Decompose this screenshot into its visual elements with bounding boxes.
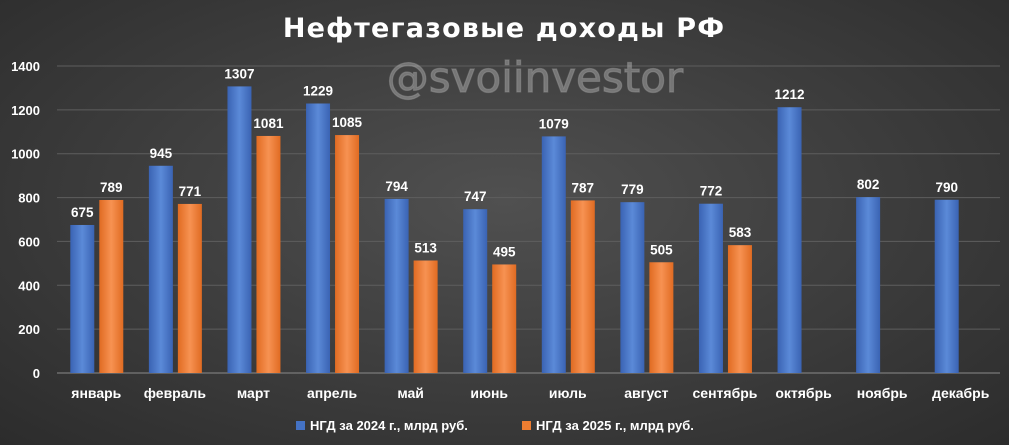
y-tick-label: 1000 — [11, 147, 40, 162]
data-label: 583 — [729, 225, 752, 240]
x-axis: январь февраль март апрель май июнь июль август… — [71, 385, 989, 401]
y-tick-label: 800 — [18, 191, 40, 206]
x-tick-label: август — [624, 385, 668, 401]
watermark: @svoiinvestor — [387, 53, 684, 102]
data-label: 747 — [464, 189, 487, 204]
legend-swatch — [522, 421, 531, 430]
bar-2024 — [70, 224, 95, 373]
legend-label: НГД за 2025 г., млрд руб. — [536, 418, 694, 433]
data-label: 495 — [493, 244, 516, 259]
x-tick-label: март — [237, 385, 270, 401]
data-label: 1085 — [332, 115, 363, 130]
bar-2025 — [413, 260, 438, 373]
bar-2025 — [99, 199, 124, 373]
bar-2024 — [541, 136, 566, 373]
data-label: 779 — [621, 182, 644, 197]
x-tick-label: июль — [549, 385, 587, 401]
data-label: 771 — [179, 184, 202, 199]
data-label: 794 — [385, 179, 408, 194]
legend-label: НГД за 2024 г., млрд руб. — [310, 418, 468, 433]
data-label: 790 — [935, 180, 958, 195]
data-label: 1229 — [303, 83, 333, 98]
bars — [70, 86, 959, 374]
bar-2024 — [777, 107, 802, 374]
bar-2025 — [492, 264, 517, 373]
data-label: 772 — [700, 184, 723, 199]
data-label: 675 — [71, 205, 94, 220]
x-tick-label: октябрь — [775, 385, 832, 401]
data-label: 513 — [414, 241, 437, 256]
data-labels: 675 789 945 771 1307 1081 1229 1085 794 513 747 495… — [71, 66, 958, 259]
data-label: 1307 — [224, 66, 254, 81]
bar-2024 — [620, 202, 645, 373]
x-tick-label: сентябрь — [693, 385, 758, 401]
bar-2024 — [384, 198, 409, 373]
grid — [57, 65, 1000, 374]
x-tick-label: ноябрь — [857, 385, 908, 401]
data-label: 1079 — [539, 116, 569, 131]
data-label: 1212 — [775, 87, 805, 102]
y-tick-label: 0 — [33, 366, 40, 381]
x-tick-label: февраль — [144, 385, 207, 401]
data-label: 789 — [100, 180, 123, 195]
x-tick-label: май — [397, 385, 424, 401]
bar-2024 — [227, 86, 252, 374]
bar-2025 — [177, 203, 202, 373]
bar-2024 — [856, 197, 881, 373]
x-tick-label: январь — [71, 385, 121, 401]
bar-2024 — [463, 209, 488, 373]
bar-2025 — [649, 262, 674, 373]
bar-2025 — [335, 135, 360, 373]
x-tick-label: апрель — [307, 385, 357, 401]
bar-2024 — [934, 199, 959, 373]
bar-2025 — [256, 135, 281, 373]
chart-title: Нефтегазовые доходы РФ — [283, 13, 725, 44]
data-label: 1081 — [253, 116, 284, 131]
x-tick-label: июнь — [470, 385, 508, 401]
data-label: 505 — [650, 242, 673, 257]
y-tick-label: 1200 — [11, 103, 40, 118]
data-label: 787 — [572, 180, 595, 195]
legend-swatch — [296, 421, 305, 430]
x-tick-label: декабрь — [932, 385, 990, 401]
bar-2024 — [148, 165, 173, 373]
y-axis: 0 200 400 600 800 1000 1200 1400 — [11, 59, 40, 381]
bar-2025 — [727, 245, 752, 373]
y-tick-label: 1400 — [11, 59, 40, 74]
y-tick-label: 400 — [18, 278, 40, 293]
legend: НГД за 2024 г., млрд руб. НГД за 2025 г.,… — [296, 418, 694, 433]
data-label: 945 — [150, 146, 173, 161]
bar-2024 — [306, 103, 331, 373]
data-label: 802 — [857, 177, 880, 192]
y-tick-label: 600 — [18, 234, 40, 249]
bar-2025 — [570, 200, 595, 373]
bar-2024 — [698, 203, 723, 373]
y-tick-label: 200 — [18, 322, 40, 337]
